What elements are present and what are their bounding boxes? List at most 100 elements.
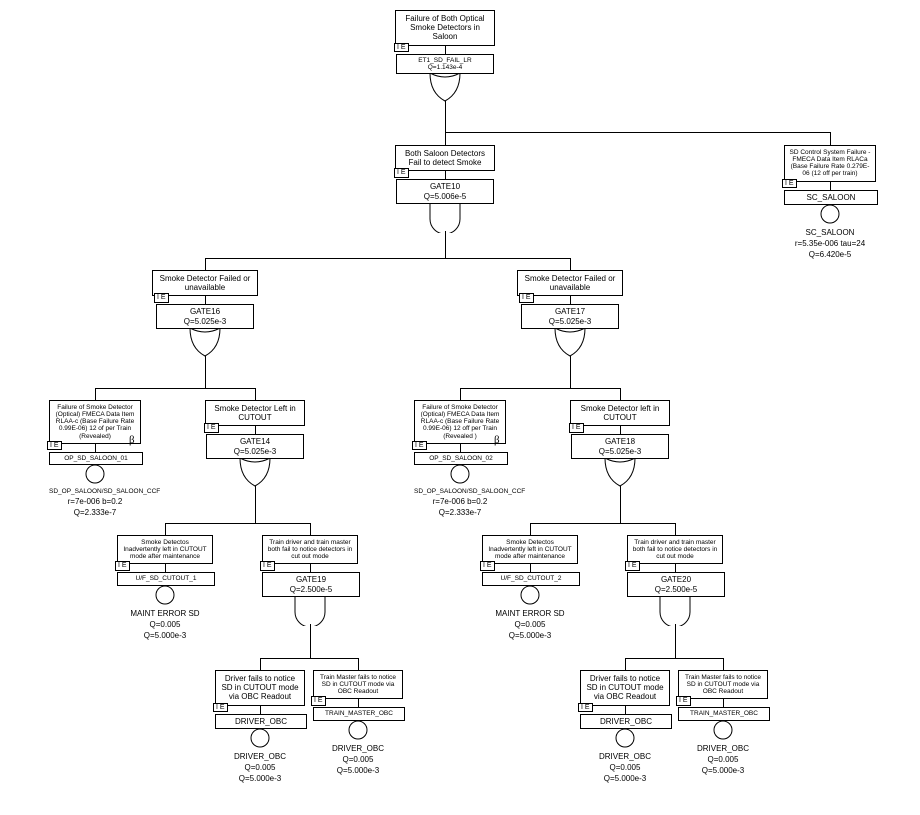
ie-tag: I E (204, 423, 219, 433)
connector-h (95, 388, 255, 389)
node-desc: Smoke Detectos Inadvertently left in CUT… (117, 535, 213, 564)
connector-v (95, 388, 96, 400)
connector-v (675, 523, 676, 535)
node-below: Q=2.333e-7 (414, 508, 506, 517)
node-g16: Smoke Detector Failed or unavailableGATE… (152, 270, 258, 358)
node-tm1: Train Master fails to notice SD in CUTOU… (313, 670, 403, 775)
connector-v (723, 658, 724, 670)
node-label: OP_SD_SALOON_01 (49, 452, 143, 465)
ie-tag: I E (625, 561, 640, 571)
node-below: Q=5.000e-3 (678, 766, 768, 775)
connector-v (445, 132, 446, 145)
connector-v (620, 486, 621, 523)
connector-v (570, 356, 571, 388)
connector-v (460, 388, 461, 400)
ie-tag: I E (115, 561, 130, 571)
connector-v (310, 624, 311, 658)
node-g20: Train driver and train master both fail … (627, 535, 723, 626)
node-label: U/F_SD_CUTOUT_1 (117, 572, 215, 585)
connector-v (625, 658, 626, 670)
node-subref: SD_OP_SALOON/SD_SALOON_CCF (414, 488, 506, 495)
node-op1: Failure of Smoke Detector (Optical) FMEC… (49, 400, 141, 517)
ie-tag: I E (782, 179, 797, 189)
node-below: DRIVER_OBC (313, 744, 403, 753)
node-below: Q=5.000e-3 (580, 774, 670, 783)
node-desc: Smoke Detector Left in CUTOUT (205, 400, 305, 426)
node-desc: Driver fails to notice SD in CUTOUT mode… (215, 670, 305, 706)
beta-marker: β (129, 434, 135, 446)
connector-h (165, 523, 310, 524)
node-desc: Train driver and train master both fail … (262, 535, 358, 564)
ie-tag: I E (394, 168, 409, 178)
connector-v (570, 258, 571, 270)
node-desc: Failure of Smoke Detector (Optical) FMEC… (49, 400, 141, 444)
node-op2: Failure of Smoke Detector (Optical) FMEC… (414, 400, 506, 517)
node-below: r=5.35e-006 tau=24 (784, 239, 876, 248)
ie-tag: I E (480, 561, 495, 571)
node-desc: Smoke Detectos Inadvertently left in CUT… (482, 535, 578, 564)
node-desc: Train driver and train master both fail … (627, 535, 723, 564)
node-below: Q=5.000e-3 (215, 774, 305, 783)
connector-v (620, 388, 621, 400)
connector-h (445, 132, 830, 133)
ie-tag: I E (47, 441, 62, 451)
connector-v (358, 658, 359, 670)
node-below: SC_SALOON (784, 228, 876, 237)
connector-h (625, 658, 723, 659)
connector-v (445, 101, 446, 132)
node-top: Failure of Both Optical Smoke Detectors … (395, 10, 495, 103)
node-below: r=7e-006 b=0.2 (49, 497, 141, 506)
node-below: DRIVER_OBC (215, 752, 305, 761)
ie-tag: I E (578, 703, 593, 713)
node-label: GATE14Q=5.025e-3 (206, 434, 304, 458)
node-below: r=7e-006 b=0.2 (414, 497, 506, 506)
ie-tag: I E (213, 703, 228, 713)
node-below: Q=0.005 (580, 763, 670, 772)
node-label: TRAIN_MASTER_OBC (678, 707, 770, 720)
node-below: Q=0.005 (678, 755, 768, 764)
connector-v (205, 258, 206, 270)
node-label: ET1_SD_FAIL_LRQ=1.143e-4 (396, 54, 494, 74)
ie-tag: I E (311, 696, 326, 706)
node-label: OP_SD_SALOON_02 (414, 452, 508, 465)
node-below: Q=6.420e-5 (784, 250, 876, 259)
node-below: Q=5.000e-3 (482, 631, 578, 640)
node-maint2: Smoke Detectos Inadvertently left in CUT… (482, 535, 578, 640)
node-below: DRIVER_OBC (678, 744, 768, 753)
node-label: GATE19Q=2.500e-5 (262, 572, 360, 596)
fault-tree-canvas: Failure of Both Optical Smoke Detectors … (10, 10, 910, 805)
ie-tag: I E (154, 293, 169, 303)
connector-v (165, 523, 166, 535)
node-g19: Train driver and train master both fail … (262, 535, 358, 626)
node-label: GATE16Q=5.025e-3 (156, 304, 254, 328)
ie-tag: I E (394, 43, 409, 53)
node-label: GATE20Q=2.500e-5 (627, 572, 725, 596)
connector-v (445, 231, 446, 258)
ie-tag: I E (260, 561, 275, 571)
node-below: Q=0.005 (215, 763, 305, 772)
node-label: TRAIN_MASTER_OBC (313, 707, 405, 720)
node-g18: Smoke Detector left in CUTOUT GATE18Q=5.0… (570, 400, 670, 488)
connector-h (460, 388, 620, 389)
node-below: Q=0.005 (117, 620, 213, 629)
node-desc: Train Master fails to notice SD in CUTOU… (313, 670, 403, 699)
node-drv1: Driver fails to notice SD in CUTOUT mode… (215, 670, 305, 783)
node-below: DRIVER_OBC (580, 752, 670, 761)
node-sc: SD Control System Failure - FMECA Data I… (784, 145, 876, 259)
node-label: DRIVER_OBC (215, 714, 307, 729)
node-label: DRIVER_OBC (580, 714, 672, 729)
node-below: Q=5.000e-3 (117, 631, 213, 640)
node-desc: Smoke Detector left in CUTOUT (570, 400, 670, 426)
node-label: GATE18Q=5.025e-3 (571, 434, 669, 458)
ie-tag: I E (676, 696, 691, 706)
node-below: MAINT ERROR SD (482, 609, 578, 618)
node-label: GATE17Q=5.025e-3 (521, 304, 619, 328)
node-maint1: Smoke Detectos Inadvertently left in CUT… (117, 535, 213, 640)
ie-tag: I E (412, 441, 427, 451)
ie-tag: I E (569, 423, 584, 433)
connector-v (260, 658, 261, 670)
node-below: Q=2.333e-7 (49, 508, 141, 517)
connector-v (675, 624, 676, 658)
node-below: MAINT ERROR SD (117, 609, 213, 618)
node-tm2: Train Master fails to notice SD in CUTOU… (678, 670, 768, 775)
